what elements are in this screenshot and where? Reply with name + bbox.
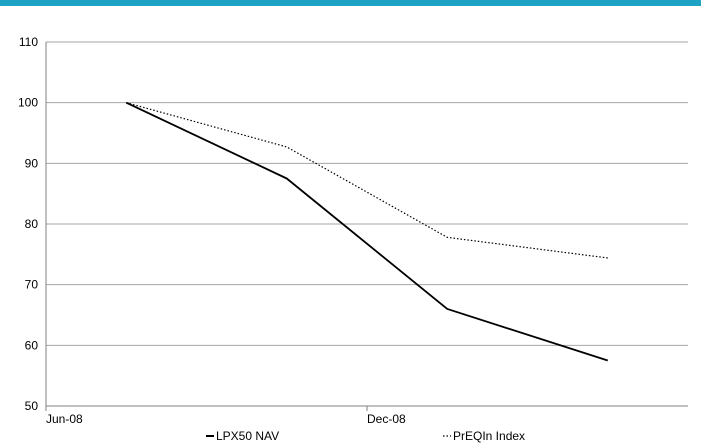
x-tick-label: Dec-08 — [367, 412, 406, 426]
accent-bar — [0, 0, 701, 6]
y-tick-label: 70 — [25, 278, 39, 292]
y-tick-label: 50 — [25, 399, 39, 413]
legend-label-0: LPX50 NAV — [216, 429, 279, 443]
series-lines — [125, 101, 609, 362]
legend-label-1: PrEQIn Index — [453, 429, 525, 443]
series-line-1 — [126, 102, 608, 259]
y-tick-label: 80 — [25, 217, 39, 231]
legend: LPX50 NAV PrEQIn Index — [206, 429, 525, 443]
y-tick-label: 110 — [19, 35, 38, 49]
y-axis-ticks: 50 60 70 80 90 100 110 — [18, 35, 38, 413]
series-line-0 — [125, 101, 609, 362]
x-tick-label: Jun-08 — [46, 412, 83, 426]
gridlines — [46, 41, 688, 346]
x-axis: Jun-08 Dec-08 — [45, 42, 688, 426]
y-tick-label: 90 — [25, 156, 39, 170]
y-tick-label: 100 — [18, 96, 38, 110]
y-tick-label: 60 — [25, 338, 39, 352]
